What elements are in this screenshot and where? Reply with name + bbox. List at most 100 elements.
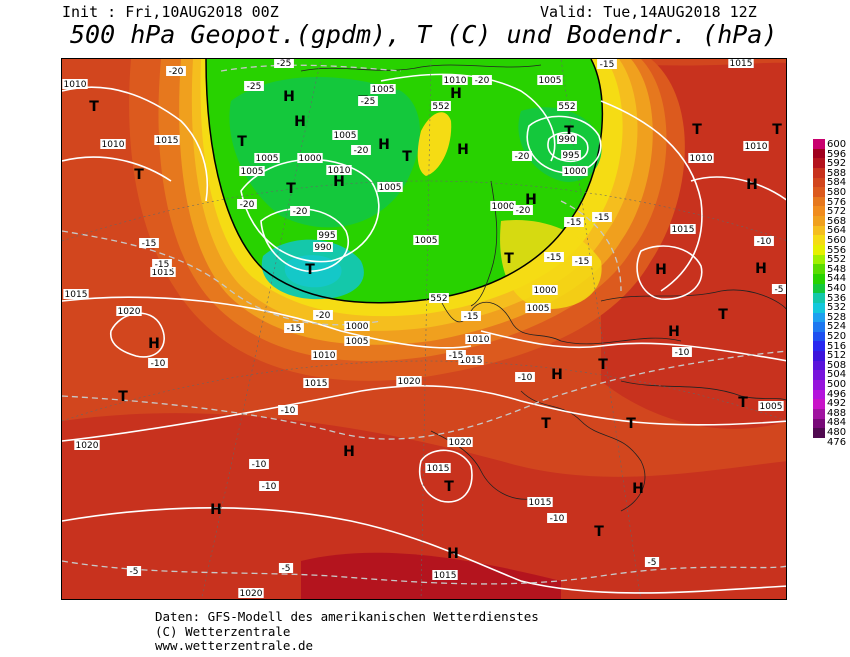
- low-pressure-marker: T: [692, 122, 702, 138]
- colorbar-tick-label: 540: [827, 283, 847, 294]
- colorbar-cell: [813, 158, 825, 168]
- low-pressure-marker: T: [772, 122, 782, 138]
- isotherm-label: 552: [430, 294, 447, 304]
- colorbar-cell: [813, 293, 825, 303]
- isotherm-label-box: [572, 256, 592, 266]
- isobar-label-box: [116, 306, 142, 316]
- isobar-label-box: [743, 141, 769, 151]
- low-pressure-marker: T: [718, 307, 728, 323]
- isobar-label-box: [303, 378, 329, 388]
- low-pressure-marker: T: [134, 167, 144, 183]
- isotherm-label-box: [754, 236, 774, 246]
- colorbar-cell: [813, 418, 825, 429]
- high-pressure-marker: H: [655, 262, 667, 278]
- isotherm-label: -10: [151, 359, 166, 369]
- isobar-label: 1010: [328, 166, 351, 176]
- isobar-label: 1020: [449, 438, 472, 448]
- isobar-label-box: [465, 334, 491, 344]
- isobar-label: 1000: [346, 322, 369, 332]
- colorbar-tick-label: 516: [827, 340, 847, 352]
- isobar-label: 1000: [492, 202, 515, 212]
- low-pressure-marker: T: [598, 357, 608, 373]
- isobar-label: 990: [314, 243, 331, 253]
- colorbar-tick-label: 480: [827, 427, 847, 438]
- colorbar-cell: [813, 148, 825, 159]
- isotherm-label: -15: [600, 60, 615, 70]
- colorbar: [813, 139, 825, 438]
- low-pressure-marker: T: [504, 251, 514, 267]
- isotherm-label-box: [358, 96, 378, 106]
- isobar-label: 1020: [118, 307, 141, 317]
- isotherm-label-box: [461, 311, 481, 321]
- isotherm-label: -20: [516, 206, 531, 216]
- low-pressure-marker: T: [626, 416, 636, 432]
- low-pressure-marker: T: [286, 181, 296, 197]
- isobar-label: 1010: [467, 335, 490, 345]
- isobar-label-box: [425, 463, 451, 473]
- isotherm-label: -10: [675, 348, 690, 358]
- isobar-label-box: [557, 134, 577, 144]
- colorbar-cell: [813, 351, 825, 361]
- isotherm-label: -15: [155, 260, 170, 270]
- isobar-label: 1005: [241, 167, 264, 177]
- isotherm-label: -5: [130, 567, 139, 577]
- isobar-label-box: [442, 75, 468, 85]
- isotherm-label-box: [513, 205, 533, 215]
- isobar-label-box: [332, 130, 358, 140]
- colorbar-cell: [813, 331, 825, 342]
- isotherm-label-box: [278, 405, 298, 415]
- colorbar-tick-label: 564: [827, 225, 847, 237]
- isobar-label-box: [537, 75, 563, 85]
- isobar-label-box: [344, 336, 370, 346]
- isotherm-label-box: [313, 310, 333, 320]
- isotherm-label: -15: [575, 257, 590, 267]
- colorbar-tick-label: 544: [827, 273, 847, 285]
- isobar-label-box: [562, 166, 588, 176]
- map-canvas: TTTHHHTHHTTHTHTHHTHTHHTHHTTHTTTTTHHT 101…: [62, 59, 786, 599]
- colorbar-cell: [813, 341, 825, 352]
- isobar-label-box: [297, 153, 323, 163]
- colorbar-tick-label: 536: [827, 292, 847, 304]
- isotherm-label-box: [597, 59, 617, 69]
- colorbar-cell: [813, 399, 825, 409]
- isobar-label-box: [561, 150, 581, 160]
- isotherm-label-box: [166, 66, 186, 76]
- colorbar-tick-label: 580: [827, 187, 847, 198]
- isotherm-label: 552: [432, 102, 449, 112]
- isobar-label: 1015: [305, 379, 328, 389]
- colorbar-tick-label: 552: [827, 254, 847, 266]
- isotherm-label-box: [148, 358, 168, 368]
- isobar-label: 1005: [334, 131, 357, 141]
- colorbar-cell: [813, 273, 825, 284]
- isobar-label: 1015: [529, 498, 552, 508]
- high-pressure-marker: H: [755, 261, 767, 277]
- isotherm-label: -20: [293, 207, 308, 217]
- isobar-label: 1010: [745, 142, 768, 152]
- colorbar-tick-label: 572: [827, 206, 847, 218]
- isotherm-label-box: [249, 459, 269, 469]
- isobar-label-box: [413, 235, 439, 245]
- isotherm-label: -15: [464, 312, 479, 322]
- colorbar-tick-label: 568: [827, 215, 847, 227]
- low-pressure-marker: T: [118, 389, 128, 405]
- isobar-label-box: [370, 84, 396, 94]
- footer-website: www.wetterzentrale.de: [155, 638, 314, 653]
- high-pressure-marker: H: [447, 546, 459, 562]
- isobar-label-box: [62, 79, 88, 89]
- colorbar-tick-label: 504: [827, 369, 847, 381]
- colorbar-tick-label: 528: [827, 311, 847, 323]
- colorbar-tick-label: 484: [827, 417, 847, 429]
- isobar-label: 1015: [427, 464, 450, 474]
- colorbar-cell: [813, 196, 825, 207]
- colorbar-cell: [813, 225, 825, 236]
- isobar-label: 1010: [64, 80, 87, 90]
- colorbar-cell: [813, 245, 825, 255]
- isotherm-label-box: [284, 323, 304, 333]
- isobar-label: 1000: [299, 154, 322, 164]
- isotherm-label: -20: [240, 200, 255, 210]
- colorbar-tick-label: 512: [827, 350, 847, 362]
- colorbar-tick-label: 576: [827, 196, 847, 208]
- valid-time: Valid: Tue,14AUG2018 12Z: [540, 3, 757, 21]
- colorbar-tick-label: 600: [827, 139, 847, 150]
- isotherm-label-box: [259, 481, 279, 491]
